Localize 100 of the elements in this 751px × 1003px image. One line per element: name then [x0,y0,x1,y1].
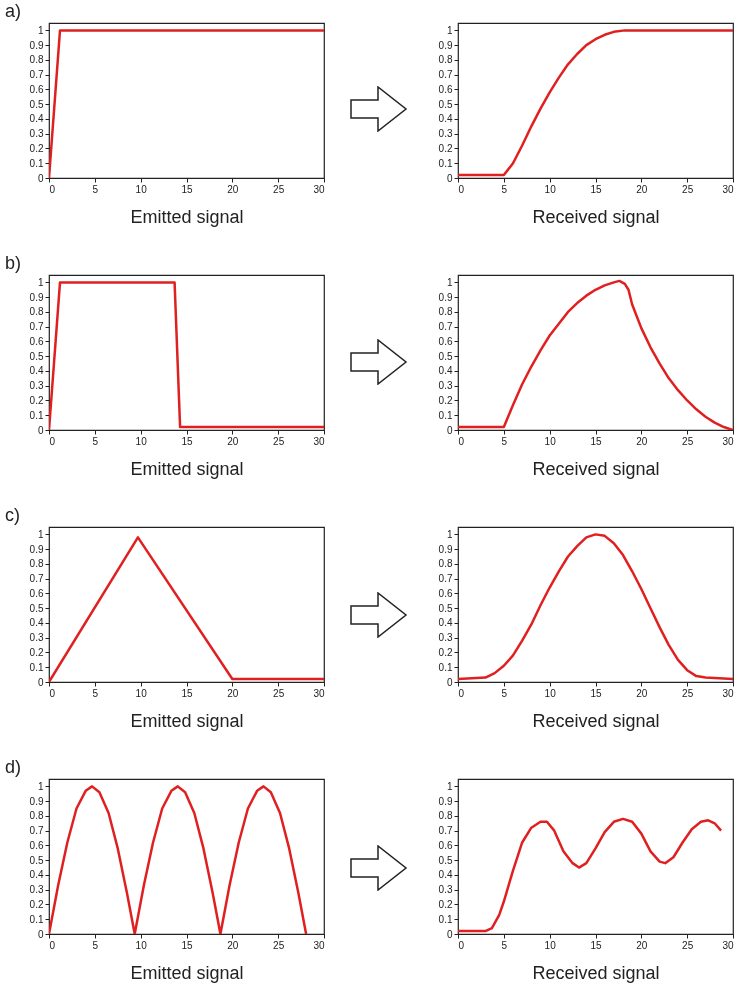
y-tick-label: 0.9 [438,795,453,807]
y-tick-label: 0.8 [29,810,44,822]
y-tick-label: 0.7 [29,321,44,333]
x-tick-label: 15 [181,687,193,699]
x-tick-label: 10 [544,687,557,699]
y-tick-label: 0.5 [438,350,453,362]
y-tick-label: 0 [446,676,453,688]
y-tick-label: 0.8 [29,306,44,318]
y-tick-label: 0.7 [29,69,44,81]
x-tick-label: 15 [590,687,602,699]
y-tick-label: 0 [37,676,44,688]
y-tick-label: 0.1 [29,409,44,421]
x-tick-label: 20 [227,183,239,195]
y-tick-label: 0.5 [29,350,44,362]
x-tick-label: 5 [92,687,99,699]
x-tick-label: 30 [722,687,734,699]
y-tick-label: 0.4 [438,617,453,629]
y-tick-label: 0.6 [438,839,453,851]
y-tick-label: 0.1 [438,409,453,421]
x-tick-label: 15 [181,435,193,447]
y-tick-label: 0.2 [29,646,44,658]
y-tick-label: 0.1 [29,913,44,925]
y-tick-label: 1 [446,528,453,540]
x-tick-label: 0 [458,183,465,195]
y-tick-label: 0.7 [438,825,453,837]
x-tick-label: 30 [722,939,734,951]
y-tick-label: 0.3 [438,884,453,896]
x-tick-label: 20 [227,939,239,951]
x-tick-label: 20 [636,939,648,951]
y-tick-label: 0 [446,928,453,940]
y-tick-label: 0.2 [438,898,453,910]
x-tick-label: 25 [273,687,285,699]
line-series [458,533,733,681]
x-tick-label: 5 [92,183,99,195]
y-tick-label: 0.1 [438,913,453,925]
text: a) [5,1,22,21]
y-tick-label: 0 [37,424,44,436]
y-tick-label: 0.2 [438,394,453,406]
x-tick-label: 5 [501,183,508,195]
x-tick-label: 15 [590,435,602,447]
y-tick-label: 0 [37,172,44,184]
y-tick-label: 0.7 [438,573,453,585]
x-tick-label: 10 [135,183,148,195]
x-axis-title: Received signal [532,962,660,983]
y-tick-label: 0.8 [29,558,44,570]
x-tick-label: 20 [636,183,648,195]
y-tick-label: 0 [446,424,453,436]
y-tick-label: 0.2 [29,898,44,910]
y-tick-label: 0.9 [438,543,453,555]
x-tick-label: 10 [135,687,148,699]
y-tick-label: 0 [37,928,44,940]
x-tick-label: 15 [590,939,602,951]
y-tick-label: 0.9 [29,795,44,807]
y-tick-label: 0.5 [438,854,453,866]
x-tick-label: 0 [49,183,56,195]
x-tick-label: 30 [313,183,325,195]
x-tick-label: 5 [92,435,99,447]
y-tick-label: 0.8 [438,306,453,318]
y-tick-label: 0.6 [29,839,44,851]
x-tick-label: 30 [722,183,734,195]
y-tick-label: 1 [446,24,453,36]
y-tick-label: 0.5 [29,854,44,866]
x-tick-label: 25 [273,435,285,447]
x-tick-label: 10 [544,939,557,951]
y-tick-label: 0.6 [29,587,44,599]
x-tick-label: 20 [227,435,239,447]
y-tick-label: 0.3 [29,632,44,644]
x-axis-title: Received signal [532,710,660,731]
x-tick-label: 0 [49,939,56,951]
y-tick-label: 0.6 [438,587,453,599]
y-tick-label: 0.9 [29,543,44,555]
y-tick-label: 0.6 [29,83,44,95]
y-tick-label: 0.9 [29,39,44,51]
x-tick-label: 5 [501,687,508,699]
x-tick-label: 0 [49,435,56,447]
y-tick-label: 0.1 [438,157,453,169]
y-tick-label: 1 [446,780,453,792]
y-tick-label: 1 [37,528,44,540]
y-tick-label: 0.6 [438,83,453,95]
line-series [458,817,723,933]
y-tick-label: 0.3 [438,128,453,140]
y-tick-label: 0.3 [438,632,453,644]
y-tick-label: 0.5 [29,602,44,614]
x-tick-label: 25 [682,435,694,447]
x-axis-title: Received signal [532,206,660,227]
y-tick-label: 0.4 [29,113,44,125]
x-tick-label: 5 [501,939,508,951]
y-tick-label: 0.9 [29,291,44,303]
y-tick-label: 0.3 [29,884,44,896]
y-tick-label: 0.6 [438,335,453,347]
x-tick-label: 25 [682,687,694,699]
y-tick-label: 0.4 [29,869,44,881]
x-tick-label: 30 [313,435,325,447]
y-tick-label: 0.8 [29,54,44,66]
y-tick-label: 0.4 [438,113,453,125]
y-tick-label: 0.6 [29,335,44,347]
y-tick-label: 0.4 [438,365,453,377]
x-tick-label: 15 [181,939,193,951]
y-tick-label: 1 [37,276,44,288]
y-tick-label: 0.8 [438,558,453,570]
